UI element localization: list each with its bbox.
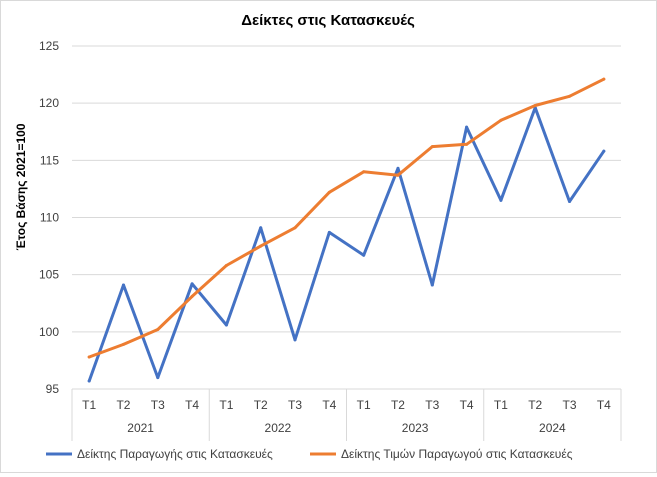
x-tick-label: T3 [151, 398, 165, 412]
series-line-2 [87, 77, 606, 359]
data-point [224, 323, 228, 327]
data-point [499, 118, 503, 122]
data-point [602, 149, 606, 153]
x-tick-label: T3 [425, 398, 439, 412]
x-tick-label: T2 [116, 398, 130, 412]
y-axis-label: Έτος Βάσης 2021=100 [14, 123, 28, 250]
legend-label-1: Δείκτης Παραγωγής στις Κατασκευές [77, 447, 273, 461]
data-point [293, 338, 297, 342]
y-tick-label: 95 [46, 382, 60, 396]
data-point [327, 230, 331, 234]
data-point [293, 226, 297, 230]
series-line-1 [87, 106, 606, 383]
data-point [396, 166, 400, 170]
x-tick-label: T2 [528, 398, 542, 412]
data-point [156, 328, 160, 332]
data-point [568, 94, 572, 98]
data-point [430, 145, 434, 149]
legend-label-2: Δείκτης Τιμών Παραγωγού στις Κατασκευές [341, 447, 573, 461]
data-point [362, 253, 366, 257]
data-point [224, 264, 228, 268]
y-tick-label: 100 [39, 325, 59, 339]
data-point [430, 283, 434, 287]
data-point [568, 199, 572, 203]
data-point [499, 198, 503, 202]
data-point [327, 190, 331, 194]
legend: Δείκτης Παραγωγής στις Κατασκευές Δείκτης… [46, 447, 573, 461]
x-tick-label: T3 [563, 398, 577, 412]
data-point [362, 170, 366, 174]
x-tick-label: T1 [219, 398, 233, 412]
data-point [259, 244, 263, 248]
x-tick-label: T4 [597, 398, 611, 412]
series-lines [87, 77, 606, 383]
x-tick-label: T1 [82, 398, 96, 412]
data-point [121, 342, 125, 346]
y-tick-label: 125 [39, 39, 59, 53]
y-tick-label: 115 [40, 153, 59, 167]
x-group-label: 2024 [539, 421, 566, 435]
data-point [190, 294, 194, 298]
data-point [533, 103, 537, 107]
chart-title: Δείκτες στις Κατασκευές [241, 12, 415, 29]
x-tick-label: T4 [185, 398, 199, 412]
x-tick-label: T3 [288, 398, 302, 412]
y-tick-label: 120 [39, 96, 59, 110]
data-point [156, 376, 160, 380]
x-group-label: 2023 [402, 421, 429, 435]
x-axis: T1 T2 T3 T4 T1 T2 T3 T4 T1 T2 T3 T4 T1 T2 T3 T4 2021 2022… [71, 389, 622, 441]
x-tick-label: T2 [254, 398, 268, 412]
data-point [396, 173, 400, 177]
x-group-label: 2021 [127, 421, 154, 435]
x-tick-label: T1 [494, 398, 508, 412]
data-point [465, 142, 469, 146]
x-tick-label: T2 [391, 398, 405, 412]
x-tick-label: T4 [322, 398, 336, 412]
x-group-label: 2022 [265, 421, 292, 435]
y-tick-label: 105 [39, 268, 59, 282]
data-point [259, 226, 263, 230]
y-tick-labels: 95 100 105 110 115 120 125 [39, 39, 59, 396]
gridlines [72, 45, 621, 390]
data-point [602, 77, 606, 81]
y-tick-label: 110 [40, 211, 59, 225]
data-point [465, 125, 469, 129]
data-point [87, 355, 91, 359]
data-point [87, 379, 91, 383]
x-tick-label: T1 [357, 398, 371, 412]
data-point [190, 282, 194, 286]
x-tick-label: T4 [460, 398, 474, 412]
data-point [121, 283, 125, 287]
